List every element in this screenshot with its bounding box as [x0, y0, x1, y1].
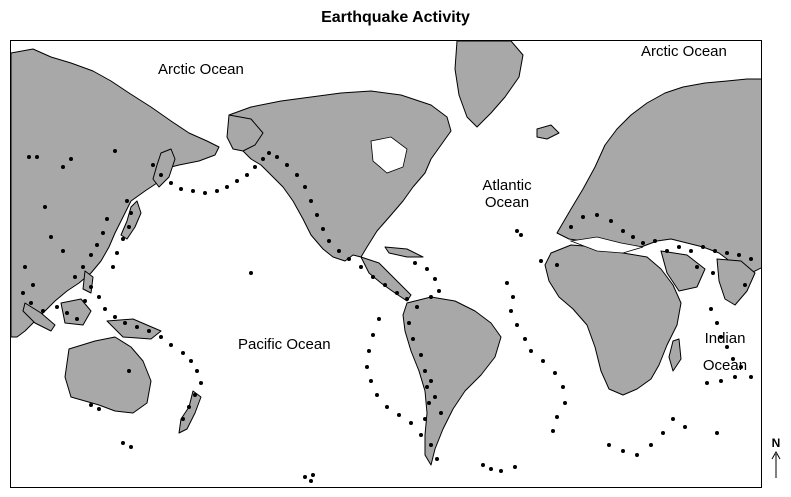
new-guinea-landmass — [106, 318, 162, 340]
india-landmass — [716, 258, 756, 306]
kamchatka-landmass — [152, 148, 176, 188]
atlantic-label-line2: Ocean — [484, 194, 530, 211]
asia-landmass — [11, 48, 220, 338]
map-title: Earthquake Activity — [321, 9, 470, 26]
atlantic-label-line1: Atlantic — [482, 177, 532, 194]
arabia-landmass — [660, 250, 706, 292]
north-america-landmass — [228, 90, 452, 262]
world-map-graphic — [11, 41, 761, 483]
earthquake-dots — [21, 149, 753, 483]
australia-landmass — [64, 336, 152, 414]
greenland-landmass — [454, 41, 524, 128]
philippines-landmass — [82, 270, 94, 294]
north-letter: N — [771, 436, 781, 450]
south-america-landmass — [402, 296, 502, 466]
japan-landmass — [120, 200, 142, 240]
new-zealand-landmass — [178, 390, 202, 434]
world-map: Arctic Ocean Arctic Ocean Atlantic Ocean… — [10, 40, 762, 488]
indian-ocean-label: Indian Ocean — [699, 330, 751, 374]
indian-label-line2: Ocean — [702, 357, 748, 374]
iceland-landmass — [536, 124, 560, 140]
cuba-landmass — [384, 246, 424, 258]
madagascar-landmass — [668, 338, 682, 372]
north-arrow: N — [767, 436, 785, 480]
borneo-landmass — [60, 298, 92, 326]
arctic-ocean-label-left: Arctic Ocean — [158, 61, 244, 78]
africa-landmass — [544, 244, 682, 396]
sumatra-landmass — [22, 302, 56, 332]
arctic-ocean-label-right: Arctic Ocean — [641, 43, 727, 60]
atlantic-ocean-label: Atlantic Ocean — [477, 177, 537, 211]
pacific-ocean-label: Pacific Ocean — [238, 336, 331, 353]
central-america-landmass — [360, 256, 412, 302]
north-arrow-icon — [771, 450, 781, 478]
mediterranean-sea — [569, 236, 644, 254]
indian-label-line1: Indian — [704, 330, 746, 347]
hudson-bay — [370, 136, 408, 174]
alaska-landmass — [226, 114, 264, 152]
